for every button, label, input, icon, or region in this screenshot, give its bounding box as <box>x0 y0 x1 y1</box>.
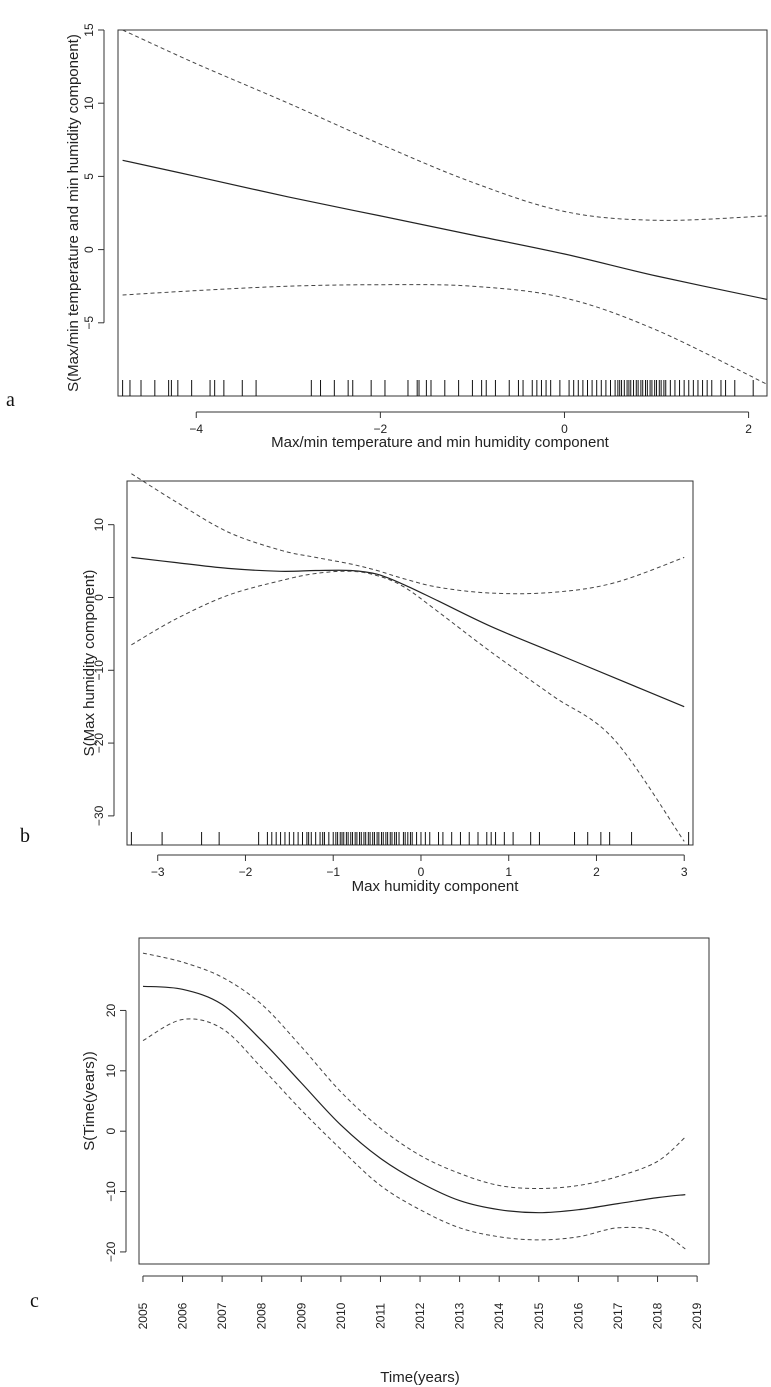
series-lower-line <box>122 284 768 385</box>
x-tick-label: 3 <box>681 865 688 879</box>
y-tick-label: 10 <box>82 96 96 110</box>
x-tick-label: 2009 <box>294 1302 308 1329</box>
y-tick-label: 10 <box>104 1064 118 1078</box>
x-tick-label: 2016 <box>571 1302 585 1329</box>
x-tick-label: 2018 <box>651 1302 665 1329</box>
series-lower-line <box>131 570 685 842</box>
x-tick-label: 2012 <box>413 1302 427 1329</box>
y-tick-label: −10 <box>104 1181 118 1202</box>
y-tick-label: 0 <box>82 246 96 253</box>
panel-letter: a <box>6 389 15 411</box>
series-upper-line <box>142 952 686 1190</box>
panel-letter: b <box>20 825 30 847</box>
series-upper-line <box>131 473 685 595</box>
x-tick-label: 2010 <box>334 1302 348 1329</box>
y-tick-label: 5 <box>82 173 96 180</box>
x-tick-label: 2013 <box>453 1302 467 1329</box>
series-upper-line <box>122 29 768 221</box>
y-tick-label: 15 <box>82 23 96 37</box>
y-tick-label: −5 <box>82 316 96 330</box>
x-tick-label: −1 <box>326 865 340 879</box>
x-axis-title: Max humidity component <box>352 878 520 895</box>
series-lower-line <box>142 1018 686 1250</box>
series-fit-line <box>142 985 686 1214</box>
y-tick-label: −10 <box>92 660 106 681</box>
x-tick-label: −3 <box>151 865 165 879</box>
x-tick-label: 2005 <box>136 1302 150 1329</box>
x-tick-label: −4 <box>189 422 203 436</box>
y-tick-label: −30 <box>92 805 106 826</box>
plot-frame <box>117 29 768 397</box>
x-tick-label: 2008 <box>255 1302 269 1329</box>
y-tick-label: −20 <box>92 733 106 754</box>
x-tick-label: 2014 <box>492 1302 506 1329</box>
y-axis-title: S(Time(years)) <box>81 1051 98 1150</box>
y-axis-title: S(Max/min temperature and min humidity c… <box>65 34 82 392</box>
x-tick-label: 2011 <box>373 1303 387 1329</box>
x-tick-label: −2 <box>239 865 253 879</box>
x-axis-title: Time(years) <box>380 1369 459 1386</box>
series-fit-line <box>131 556 685 708</box>
x-tick-label: 2015 <box>532 1302 546 1329</box>
y-tick-label: 0 <box>104 1128 118 1135</box>
x-tick-label: 2017 <box>611 1302 625 1329</box>
y-tick-label: −20 <box>104 1241 118 1262</box>
x-tick-label: −2 <box>374 422 388 436</box>
y-tick-label: 20 <box>104 1003 118 1017</box>
plot-frame <box>126 480 694 846</box>
x-tick-label: 2 <box>745 422 752 436</box>
x-tick-label: 2007 <box>215 1302 229 1329</box>
y-tick-label: 10 <box>92 518 106 532</box>
series-fit-line <box>122 159 768 300</box>
y-axis-title: S(Max humidity component) <box>81 570 98 757</box>
x-tick-label: 0 <box>561 422 568 436</box>
chart-panel-c: 2005 2006 2007 2008 2009 2010 2011 2012 2013 2014… <box>30 937 710 1386</box>
x-tick-label: 0 <box>418 865 425 879</box>
x-axis-title: Max/min temperature and min humidity com… <box>271 434 609 451</box>
chart-panel-a: −4 −2 0 2 −5 0 5 10 15 Max/min temperature and mi… <box>6 23 768 451</box>
panel-letter: c <box>30 1290 39 1312</box>
x-tick-label: 1 <box>505 865 512 879</box>
plot-frame <box>138 937 710 1265</box>
x-tick-label: 2006 <box>176 1302 190 1329</box>
y-tick-label: 0 <box>92 594 106 601</box>
x-tick-label: 2 <box>593 865 600 879</box>
x-tick-label: 2019 <box>690 1302 704 1329</box>
